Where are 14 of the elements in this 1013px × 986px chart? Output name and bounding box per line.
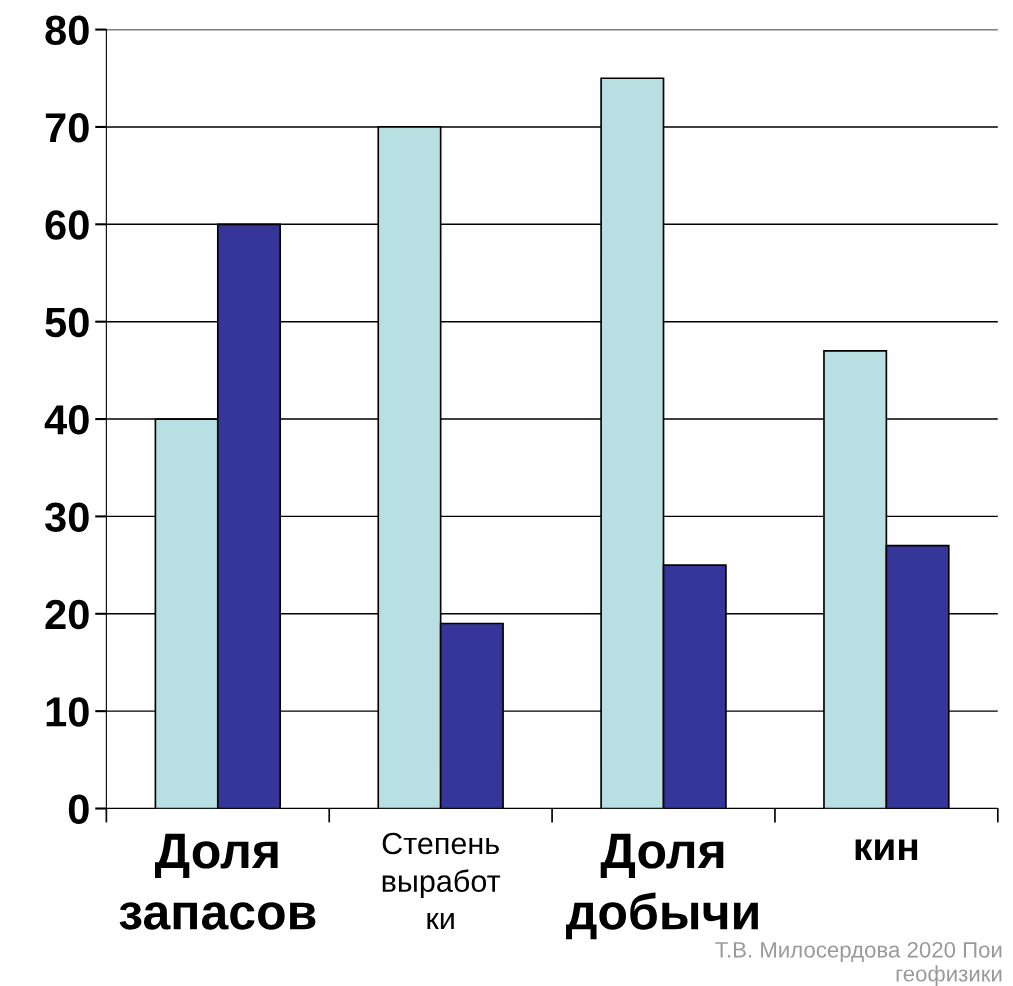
x-tick-label: кин xyxy=(855,839,918,861)
y-tick-label: 70 xyxy=(45,112,89,143)
y-tick-label: 30 xyxy=(45,502,89,532)
y-tick-label: 50 xyxy=(45,307,89,338)
y-tick-label: 10 xyxy=(46,697,89,727)
y-tick-label: 0 xyxy=(68,794,89,825)
y-tick-label: 20 xyxy=(45,599,89,630)
x-tick-label: Степень выработ ки xyxy=(382,832,501,930)
y-tick-label: 60 xyxy=(45,210,89,240)
x-tick-label: Доля добычи xyxy=(566,833,758,940)
y-tick-label: 80 xyxy=(45,15,89,46)
x-tick-label: Доля запасов xyxy=(119,833,316,930)
y-tick-label: 40 xyxy=(44,405,89,435)
text: Т.В. Милосердова 2020 Пои геофизики xyxy=(715,941,1002,986)
